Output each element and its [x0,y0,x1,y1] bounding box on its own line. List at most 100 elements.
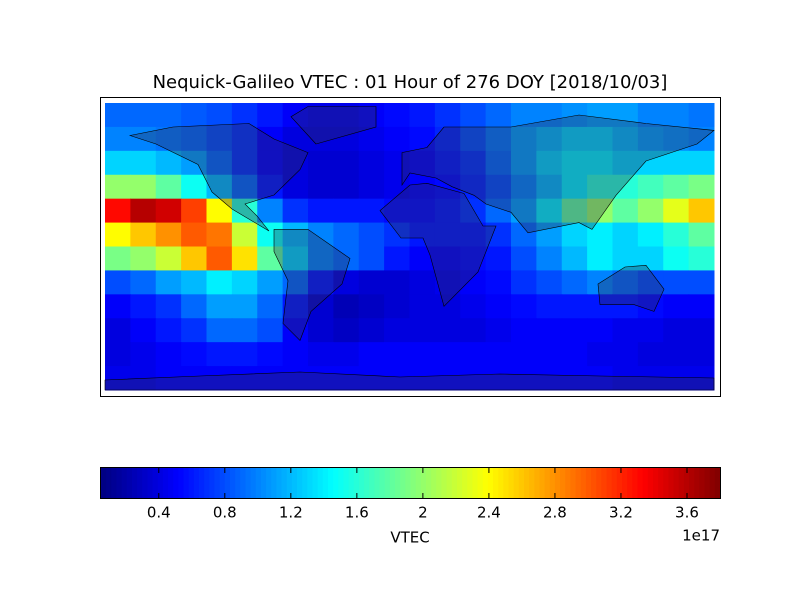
heatmap-cell [485,126,512,152]
heatmap-cell [282,103,309,128]
heatmap-cell [612,342,639,367]
colorbar-swatch [704,468,711,498]
colorbar-swatch [446,468,453,498]
heatmap-cell [308,103,334,128]
colorbar-swatch [343,468,350,498]
heatmap-cell [155,174,182,200]
heatmap-cell [181,318,207,343]
colorbar-swatch [395,468,401,498]
colorbar-swatch [224,468,231,498]
heatmap-cell [511,366,537,391]
heatmap-cell [409,103,436,128]
heatmap-cell [536,366,563,391]
colorbar-swatch [126,468,133,498]
colorbar-swatch [219,468,226,498]
heatmap-cell [181,270,207,295]
heatmap-cell [384,366,410,391]
colorbar-swatch [652,468,659,498]
heatmap-cell [637,103,664,128]
heatmap-cell [434,318,461,343]
heatmap-cell [485,294,512,319]
heatmap-cell [384,126,410,152]
heatmap-cell [536,198,563,224]
colorbar-swatch [214,468,221,498]
heatmap-cell [612,126,639,152]
heatmap-cell [536,342,563,367]
heatmap-cell [561,342,588,367]
heatmap-cell [333,150,360,176]
heatmap-cell [460,342,487,367]
heatmap-cell [663,318,690,343]
heatmap-cell [105,318,131,343]
heatmap-cell [409,294,436,319]
heatmap-cell [181,198,207,224]
heatmap-cell [434,222,461,247]
heatmap-cell [130,103,157,128]
heatmap-cell [511,318,537,343]
colorbar-swatch [580,468,587,498]
heatmap-cell [181,246,207,271]
colorbar-tick-label: 0.4 [147,504,171,522]
heatmap-cell [511,222,537,247]
colorbar-swatch [317,468,324,498]
colorbar-swatch [410,468,417,498]
heatmap-cell [434,270,461,295]
colorbar-swatch [188,468,195,498]
heatmap-cell [511,198,537,224]
colorbar-swatch [374,468,381,498]
heatmap-cell [409,174,436,200]
heatmap-cell [460,103,487,128]
colorbar-swatch [250,468,257,498]
colorbar-swatch [193,468,200,498]
heatmap-cell [130,270,157,295]
heatmap-cell [637,246,664,271]
heatmap-cell [587,366,613,391]
colorbar-swatch [714,468,721,498]
heatmap-cell [663,222,690,247]
heatmap-cell [384,246,410,271]
heatmap-cell [105,342,131,367]
land-outlines [104,106,715,391]
colorbar-swatch [441,468,448,498]
heatmap-cell [384,198,410,224]
heatmap-cell [358,150,385,176]
heatmap-cell [485,174,512,200]
heatmap-cell [206,103,233,128]
land [290,106,377,145]
colorbar-swatch [549,468,556,498]
heatmap-cell [308,294,334,319]
heatmap-cell [257,366,284,391]
heatmap-cell [308,126,334,152]
heatmap-cell [688,294,715,319]
heatmap-cell [282,198,309,224]
heatmap-cell [688,103,715,128]
heatmap-cell [460,246,487,271]
heatmap-cell [612,150,639,176]
heatmap-cell [206,342,233,367]
heatmap-cell [358,246,385,271]
heatmap-cell [181,366,207,391]
colorbar-swatch [503,468,510,498]
colorbar-swatch [240,468,247,498]
colorbar-swatch [348,468,355,498]
heatmap-cell [282,246,309,271]
heatmap-cell [663,174,690,200]
colorbar-swatch [642,468,649,498]
colorbar-swatch [694,468,700,498]
colorbar-swatch [673,468,680,498]
heatmap-cell [460,318,487,343]
heatmap-cell [130,174,157,200]
colorbar-swatch [616,468,623,498]
heatmap-cell [333,342,360,367]
colorbar-swatch [462,468,468,498]
heatmap-cell [130,318,157,343]
land [128,123,309,232]
heatmap-cell [282,222,309,247]
colorbar-swatch [384,468,391,498]
colorbar-tick-label: 2 [418,504,428,522]
heatmap-cell [206,294,233,319]
colorbar-swatch [683,468,690,498]
colorbar-swatch [596,468,602,498]
colorbar-swatch [493,468,499,498]
